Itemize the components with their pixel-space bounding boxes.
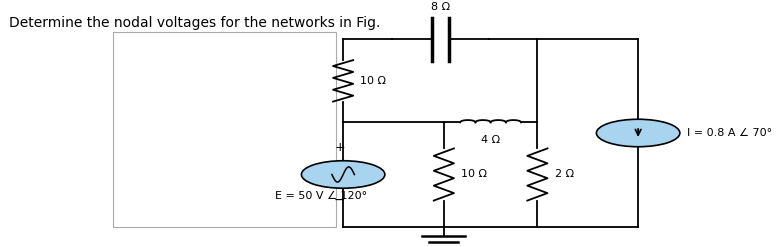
Text: 2 Ω: 2 Ω [555, 169, 574, 180]
Text: E = 50 V ∠ 120°: E = 50 V ∠ 120° [275, 191, 367, 201]
Circle shape [301, 161, 385, 188]
Text: 10 Ω: 10 Ω [361, 76, 386, 86]
Text: −: − [333, 193, 345, 207]
Text: 8 Ω: 8 Ω [431, 2, 449, 12]
Text: Determine the nodal voltages for the networks in Fig.: Determine the nodal voltages for the net… [9, 16, 380, 30]
Text: 10 Ω: 10 Ω [461, 169, 487, 180]
Circle shape [597, 119, 680, 147]
Text: I = 0.8 A ∠ 70°: I = 0.8 A ∠ 70° [687, 128, 772, 138]
Text: +: + [334, 141, 345, 154]
Bar [113, 32, 336, 227]
Text: 4 Ω: 4 Ω [481, 135, 500, 145]
